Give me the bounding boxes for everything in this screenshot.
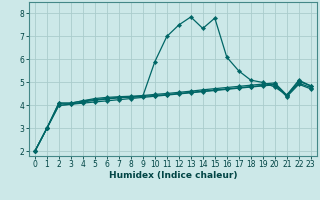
X-axis label: Humidex (Indice chaleur): Humidex (Indice chaleur) — [108, 171, 237, 180]
